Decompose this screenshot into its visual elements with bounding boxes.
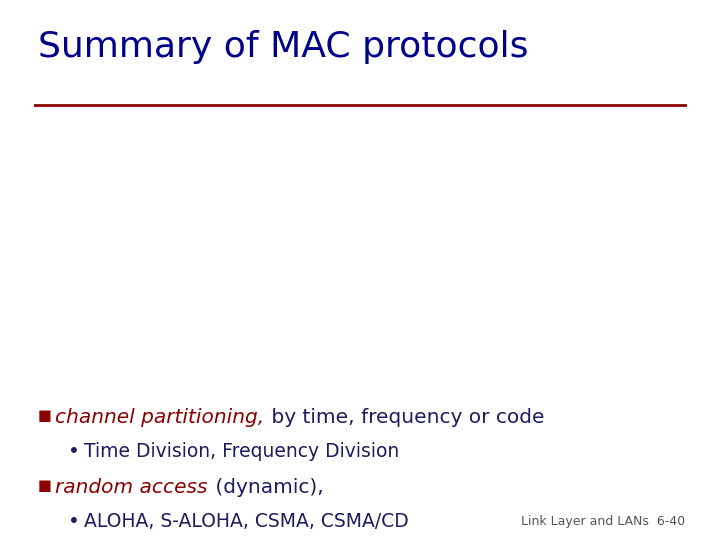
Text: Link Layer and LANs  6-40: Link Layer and LANs 6-40 [521,515,685,528]
Text: ■: ■ [38,478,52,493]
Text: Summary of MAC protocols: Summary of MAC protocols [38,30,528,64]
Text: (dynamic),: (dynamic), [209,478,323,497]
Text: by time, frequency or code: by time, frequency or code [265,408,544,427]
Text: ■: ■ [38,408,52,423]
Text: •: • [68,442,80,461]
Text: random access: random access [55,478,207,497]
Text: Time Division, Frequency Division: Time Division, Frequency Division [84,442,400,461]
Text: •: • [68,512,80,531]
Text: channel partitioning,: channel partitioning, [55,408,264,427]
Text: ALOHA, S-ALOHA, CSMA, CSMA/CD: ALOHA, S-ALOHA, CSMA, CSMA/CD [84,512,409,531]
